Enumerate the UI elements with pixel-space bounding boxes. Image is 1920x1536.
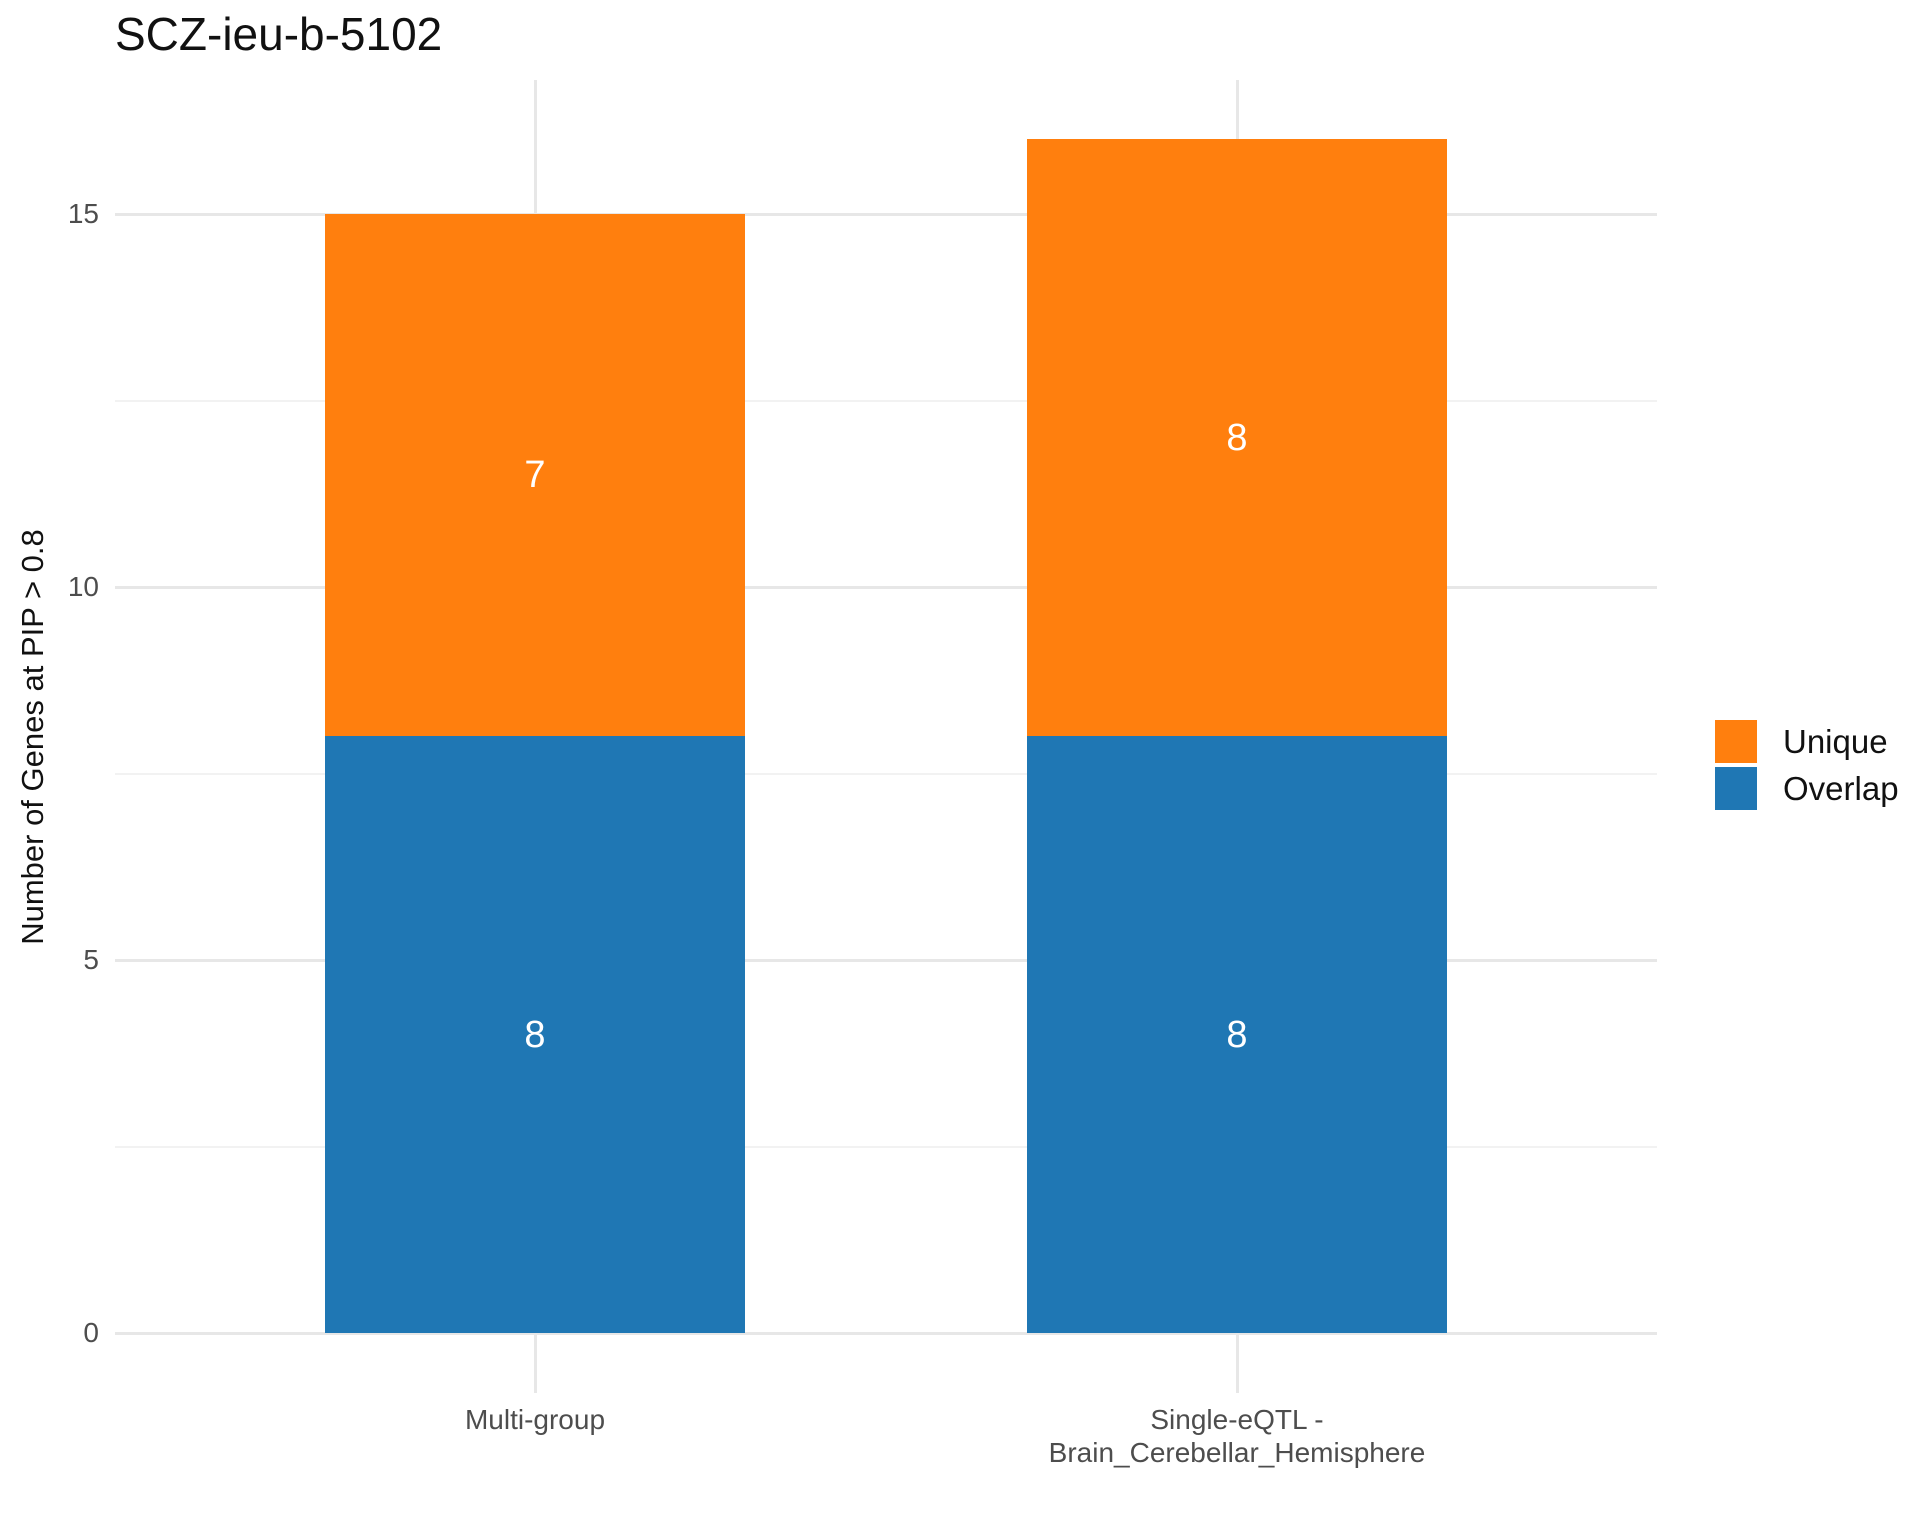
y-axis-title: Number of Genes at PIP > 0.8 — [15, 529, 50, 945]
bar-label-unique-0: 7 — [524, 454, 546, 497]
bar-label-overlap-0: 8 — [524, 1013, 546, 1056]
gridline-major-y10 — [115, 585, 1657, 589]
bar-overlap-0 — [325, 736, 745, 1333]
legend-item-unique: Unique — [1715, 720, 1899, 763]
gridline-major-y0 — [115, 1331, 1657, 1335]
legend-swatch-unique — [1715, 720, 1757, 763]
legend-swatch-overlap — [1715, 767, 1757, 810]
gridline-minor-y7.5 — [115, 772, 1657, 775]
x-tick-label-0: Multi-group — [464, 1404, 606, 1435]
bar-label-overlap-1: 8 — [1226, 1013, 1248, 1056]
gridline-minor-y12.5 — [115, 399, 1657, 402]
gridline-major-y5 — [115, 958, 1657, 962]
bar-overlap-1 — [1027, 736, 1447, 1333]
chart-title: SCZ-ieu-b-5102 — [115, 8, 443, 60]
bar-label-unique-1: 8 — [1226, 416, 1248, 459]
bar-unique-1 — [1027, 139, 1447, 737]
bar-unique-0 — [325, 214, 745, 737]
x-tick-label-1: Single-eQTL - Brain_Cerebellar_Hemispher… — [1048, 1404, 1426, 1468]
y-tick-label-10: 10 — [67, 571, 99, 602]
legend-label-unique: Unique — [1783, 722, 1888, 760]
gridline-minor-y2.5 — [115, 1145, 1657, 1148]
y-tick-label-0: 0 — [83, 1317, 99, 1348]
y-tick-label-5: 5 — [83, 944, 99, 975]
legend-label-overlap: Overlap — [1783, 769, 1899, 807]
y-tick-label-15: 15 — [67, 198, 99, 229]
gridline-major-y15 — [115, 212, 1657, 216]
legend-item-overlap: Overlap — [1715, 767, 1899, 810]
legend: Unique Overlap — [1715, 720, 1899, 814]
